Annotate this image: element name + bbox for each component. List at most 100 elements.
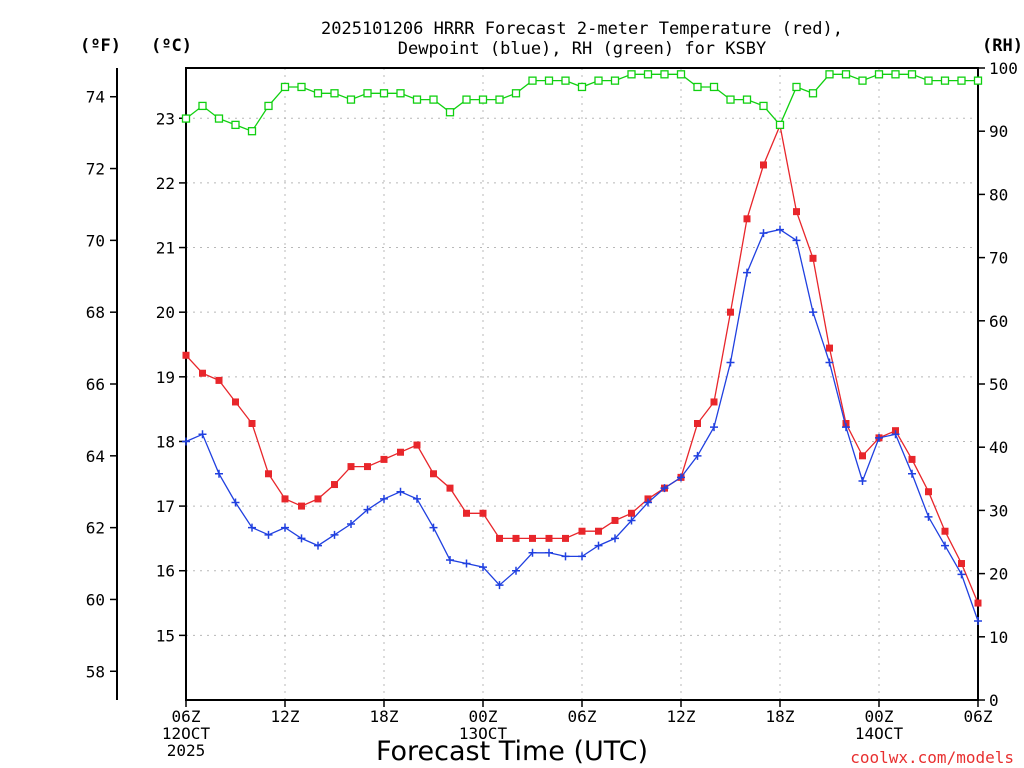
data-point-rh <box>759 101 768 111</box>
data-point-dewpoint <box>924 512 933 521</box>
x-tick-label: 18Z <box>766 707 795 726</box>
f-tick-label: 64 <box>86 447 105 466</box>
x-tick-label: 14OCT <box>855 724 904 743</box>
data-point-dewpoint <box>330 530 339 539</box>
data-point-temperature <box>182 351 190 359</box>
data-point-dewpoint <box>792 236 801 245</box>
data-point-temperature <box>694 420 701 427</box>
data-point-rh <box>957 76 966 85</box>
x-axis-label: Forecast Time (UTC) <box>376 736 648 767</box>
data-point-dewpoint <box>380 494 388 503</box>
data-point-temperature <box>479 509 487 517</box>
data-point-rh <box>528 76 537 85</box>
x-tick-label: 18Z <box>370 707 399 726</box>
c-tick-label: 21 <box>156 239 175 258</box>
rh-tick-label: 20 <box>989 565 1008 584</box>
rh-unit-label: (RH) <box>982 36 1023 56</box>
celsius-unit-label: (ºC) <box>151 36 192 56</box>
data-point-dewpoint <box>908 469 916 478</box>
x-tick-label: 00Z <box>469 707 498 726</box>
data-point-rh <box>891 70 900 79</box>
data-point-temperature <box>826 344 833 352</box>
x-tick-label: 12OCT <box>162 724 211 743</box>
data-point-temperature <box>545 534 553 542</box>
data-point-temperature <box>347 463 355 471</box>
data-point-rh <box>693 82 702 92</box>
data-point-dewpoint <box>726 358 735 367</box>
data-point-rh <box>511 89 521 98</box>
data-point-dewpoint <box>875 433 883 442</box>
grid-lines <box>186 68 978 700</box>
rh-tick-label: 70 <box>989 249 1008 268</box>
data-point-dewpoint <box>809 308 817 317</box>
data-point-dewpoint <box>429 523 438 532</box>
x-tick-label: 06Z <box>568 707 597 726</box>
data-point-dewpoint <box>941 541 949 550</box>
data-point-temperature <box>628 509 635 517</box>
data-point-dewpoint <box>891 430 900 439</box>
f-tick-label: 70 <box>86 231 105 250</box>
data-point-temperature <box>727 308 734 316</box>
data-point-rh <box>858 76 867 85</box>
data-point-dewpoint <box>825 358 834 367</box>
data-point-rh <box>924 76 933 85</box>
data-point-rh <box>396 89 405 98</box>
rh-tick-label: 50 <box>989 375 1008 394</box>
f-tick-label: 74 <box>86 88 105 107</box>
data-point-dewpoint <box>693 451 702 460</box>
data-point-dewpoint <box>594 541 603 550</box>
data-point-dewpoint <box>264 530 273 539</box>
data-point-rh <box>940 76 950 85</box>
data-point-rh <box>742 95 752 104</box>
data-point-rh <box>775 120 785 130</box>
data-point-dewpoint <box>413 494 421 503</box>
c-tick-label: 22 <box>156 174 175 193</box>
data-point-rh <box>544 76 554 85</box>
data-point-dewpoint <box>363 505 372 514</box>
data-point-temperature <box>199 369 206 377</box>
data-point-dewpoint <box>710 423 718 432</box>
rh-tick-label: 80 <box>989 185 1008 204</box>
f-tick-label: 68 <box>86 303 105 322</box>
data-point-dewpoint <box>677 473 685 482</box>
f-tick-label: 62 <box>86 519 105 538</box>
credit-text: coolwx.com/models <box>850 748 1014 767</box>
fahrenheit-unit-label: (ºF) <box>80 36 121 56</box>
axes <box>116 67 979 701</box>
data-point-temperature <box>859 452 866 460</box>
data-point-rh <box>462 95 471 104</box>
data-point-dewpoint <box>743 268 751 277</box>
c-tick-label: 20 <box>156 303 175 322</box>
data-point-temperature <box>512 534 520 542</box>
x-tick-label: 06Z <box>964 707 993 726</box>
data-point-dewpoint <box>858 476 867 485</box>
data-point-rh <box>181 114 191 123</box>
data-point-rh <box>792 82 801 92</box>
data-point-rh <box>495 95 504 104</box>
data-point-dewpoint <box>974 617 982 625</box>
series-layer <box>181 70 983 625</box>
data-point-rh <box>726 95 735 104</box>
data-point-temperature <box>908 455 916 463</box>
data-point-rh <box>610 76 620 85</box>
c-tick-label: 19 <box>156 368 175 387</box>
data-point-dewpoint <box>297 534 306 543</box>
data-point-dewpoint <box>248 523 256 532</box>
data-point-dewpoint <box>396 487 405 496</box>
c-tick-label: 23 <box>156 109 175 128</box>
rh-tick-label: 60 <box>989 312 1008 331</box>
x-tick-label: 12Z <box>667 707 696 726</box>
data-point-temperature <box>760 161 767 169</box>
data-point-temperature <box>743 215 751 223</box>
data-point-dewpoint <box>479 563 487 572</box>
series-rh <box>181 70 983 136</box>
data-point-rh <box>280 82 290 92</box>
data-point-rh <box>841 70 851 79</box>
data-point-temperature <box>578 527 586 535</box>
data-point-dewpoint <box>759 229 768 238</box>
data-point-temperature <box>595 527 602 535</box>
f-tick-label: 58 <box>86 662 105 681</box>
x-tick-label: 2025 <box>167 741 206 760</box>
data-point-dewpoint <box>215 469 223 478</box>
data-point-rh <box>907 70 917 79</box>
